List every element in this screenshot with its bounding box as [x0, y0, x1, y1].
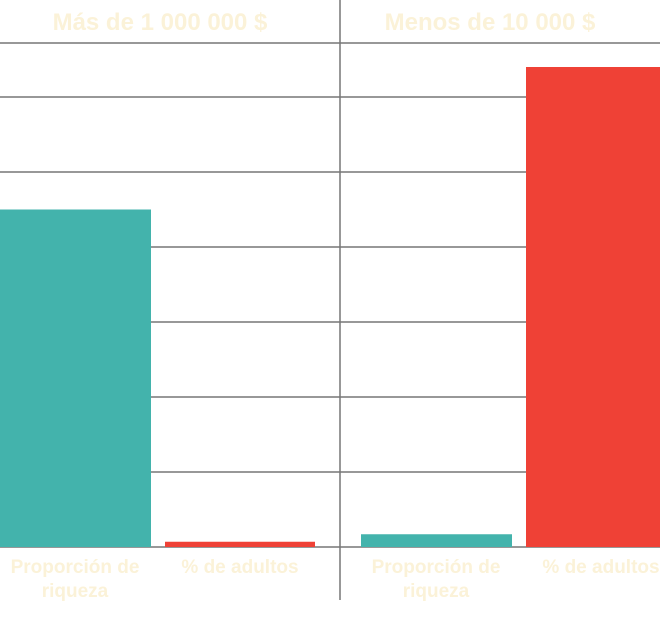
bar	[0, 209, 151, 547]
x-tick-label: % de adultos	[542, 557, 660, 578]
x-tick-label: Proporción de riqueza	[371, 557, 501, 602]
bar	[361, 534, 512, 547]
bar	[165, 541, 315, 547]
panel-title: Menos de 10 000 $	[384, 9, 596, 36]
x-tick-label: Proporción de riqueza	[10, 557, 140, 602]
bar	[526, 67, 660, 547]
panel-title: Más de 1 000 000 $	[52, 9, 268, 36]
x-tick-label: % de adultos	[181, 557, 299, 578]
